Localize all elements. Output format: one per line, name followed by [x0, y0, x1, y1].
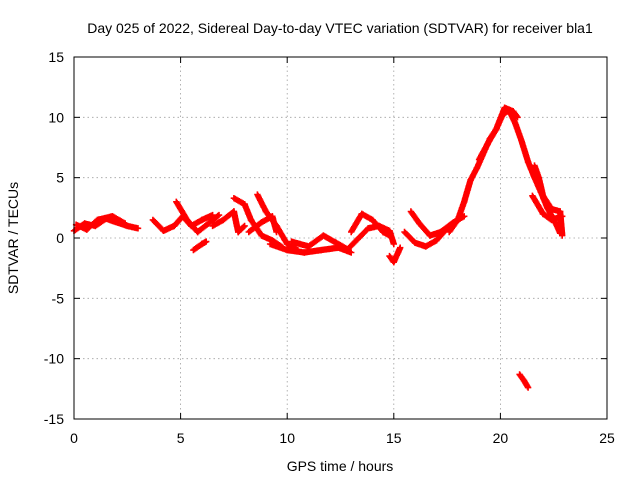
y-axis-label: SDTVAR / TECUs: [5, 182, 21, 294]
series-sat11: [288, 232, 351, 253]
series-sat4: [173, 198, 223, 236]
marker-cluster: [343, 236, 361, 254]
x-tick-label: 10: [279, 430, 295, 446]
series-sat2: [72, 213, 129, 233]
series-sat16: [407, 208, 468, 239]
series-sat21: [516, 371, 532, 391]
marker-cluster: [198, 238, 210, 248]
series-sat14: [386, 244, 404, 266]
marker-cluster: [83, 216, 101, 233]
marker-cluster: [401, 228, 419, 246]
marker-cluster: [235, 222, 248, 236]
marker-cluster: [539, 192, 555, 213]
y-tick-label: -5: [52, 290, 65, 306]
series-sat7: [230, 195, 287, 251]
marker-cluster: [205, 211, 223, 227]
y-tick-label: 15: [48, 49, 64, 65]
series-sat13: [343, 222, 397, 254]
marker-cluster: [269, 213, 280, 236]
marker-cluster: [109, 213, 129, 227]
marker-cluster: [386, 227, 397, 248]
marker-cluster: [446, 216, 461, 236]
y-tick-label: 0: [56, 230, 64, 246]
marker-cluster: [124, 222, 142, 232]
x-tick-label: 20: [493, 430, 509, 446]
chart-title: Day 025 of 2022, Sidereal Day-to-day VTE…: [87, 20, 593, 36]
series-sat20: [531, 162, 566, 239]
marker-cluster: [394, 244, 404, 256]
marker-cluster: [510, 108, 521, 121]
marker-cluster: [245, 219, 265, 236]
marker-cluster: [520, 377, 532, 391]
series-sat5: [190, 238, 210, 254]
y-tick-label: 5: [56, 170, 64, 186]
marker-cluster: [556, 208, 566, 239]
x-tick-label: 25: [599, 430, 615, 446]
series-sat19: [529, 192, 566, 224]
series-sat6: [209, 208, 248, 236]
x-tick-label: 0: [70, 430, 78, 446]
y-tick-label: -15: [44, 411, 64, 427]
y-tick-label: -10: [44, 351, 64, 367]
series-sat9: [245, 213, 280, 236]
y-tick-label: 10: [48, 109, 64, 125]
x-axis-label: GPS time / hours: [287, 458, 394, 474]
marker-cluster: [198, 211, 216, 224]
marker-cluster: [194, 220, 212, 236]
series-sat12: [348, 210, 393, 239]
data-layer: [70, 104, 566, 391]
marker-cluster: [407, 208, 423, 227]
x-tick-label: 15: [386, 430, 402, 446]
ticks: 0 5 10 15 20 25 -15 -10 -5 0 5 10 15: [44, 49, 615, 446]
x-tick-label: 5: [177, 430, 185, 446]
marker-cluster: [354, 225, 372, 243]
series-sat18: [475, 104, 521, 163]
